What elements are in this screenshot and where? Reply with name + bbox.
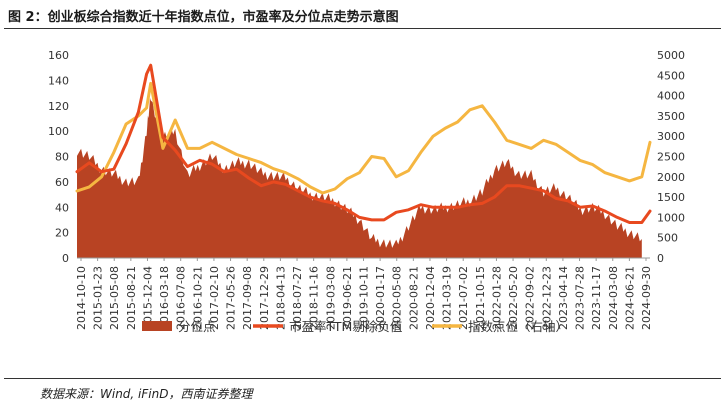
x-tick-label: 2017-02-10	[208, 266, 221, 330]
left-tick-label: 60	[55, 176, 69, 189]
right-tick-label: 2500	[657, 151, 685, 164]
source-note: 数据来源：Wind, iFinD，西南证券整理	[40, 387, 253, 401]
left-tick-label: 40	[55, 201, 69, 214]
series-percentile-area	[77, 97, 642, 259]
legend-label: 分位点	[178, 319, 216, 334]
x-tick-label: 2022-05-20	[507, 266, 520, 330]
x-tick-label: 2016-07-08	[175, 266, 188, 330]
x-tick-label: 2015-08-21	[125, 266, 138, 330]
right-tick-label: 5000	[657, 49, 685, 62]
x-tick-label: 2023-04-14	[557, 266, 570, 330]
x-tick-label: 2022-01-28	[490, 266, 503, 330]
x-tick-label: 2016-10-21	[191, 266, 204, 330]
x-tick-label: 2014-10-10	[75, 266, 88, 330]
x-tick-label: 2022-09-02	[524, 266, 537, 330]
x-tick-label: 2024-09-30	[640, 266, 653, 330]
x-tick-label: 2023-11-17	[590, 266, 603, 330]
left-tick-label: 20	[55, 227, 69, 240]
right-tick-label: 4000	[657, 90, 685, 103]
x-tick-label: 2017-09-08	[241, 266, 254, 330]
plot-area	[75, 63, 652, 259]
right-tick-label: 0	[657, 252, 664, 265]
series-index-line	[75, 81, 652, 195]
x-tick-label: 2015-01-23	[92, 266, 105, 330]
x-tick-label: 2018-11-16	[308, 266, 321, 330]
x-tick-label: 2021-07-02	[457, 266, 470, 330]
x-tick-label: 2020-01-17	[374, 266, 387, 330]
left-tick-label: 120	[48, 100, 69, 113]
left-tick-label: 80	[55, 151, 69, 164]
x-tick-label: 2018-04-13	[274, 266, 287, 330]
legend-label: 市盈率TTM剔除负值	[289, 319, 402, 334]
right-tick-label: 1000	[657, 211, 685, 224]
right-tick-label: 4500	[657, 69, 685, 82]
legend-swatch-percentile	[142, 321, 172, 331]
figure-title: 图 2：创业板综合指数近十年指数点位，市盈率及分位点走势示意图	[8, 10, 399, 25]
right-tick-label: 1500	[657, 191, 685, 204]
chart: 0 20 40 60 80 100 120 140 160 0 500 1000 1500 2000 25…	[48, 49, 685, 334]
series-pe-line	[75, 63, 652, 224]
x-tick-label: 2019-10-11	[358, 266, 371, 330]
right-axis-ticks: 0 500 1000 1500 2000 2500 3000 3500 4000 4500 5000	[657, 49, 685, 265]
right-tick-label: 500	[657, 232, 678, 245]
x-tick-label: 2021-03-19	[441, 266, 454, 330]
x-tick-label: 2020-05-08	[391, 266, 404, 330]
x-tick-label: 2019-03-08	[324, 266, 337, 330]
x-axis-ticks: 2014-10-10 2015-01-23 2015-05-08 2015-08-21…	[75, 258, 653, 330]
x-tick-label: 2020-12-04	[424, 266, 437, 330]
x-tick-label: 2023-07-28	[574, 266, 587, 330]
x-tick-label: 2022-12-23	[540, 266, 553, 330]
left-tick-label: 140	[48, 74, 69, 87]
legend-label: 指数点位（右轴）	[468, 319, 568, 334]
x-tick-label: 2024-06-21	[623, 266, 636, 330]
x-tick-label: 2021-10-15	[474, 266, 487, 330]
x-tick-label: 2017-12-29	[258, 266, 271, 330]
title-rule	[4, 28, 721, 29]
left-axis-ticks: 0 20 40 60 80 100 120 140 160	[48, 49, 69, 265]
legend: 分位点 市盈率TTM剔除负值 指数点位（右轴）	[142, 319, 568, 334]
x-tick-label: 2020-08-21	[407, 266, 420, 330]
x-tick-label: 2017-05-26	[225, 266, 238, 330]
x-tick-label: 2016-03-18	[158, 266, 171, 330]
left-tick-label: 0	[62, 252, 69, 265]
x-tick-label: 2024-03-08	[607, 266, 620, 330]
left-tick-label: 100	[48, 125, 69, 138]
x-tick-label: 2019-06-21	[341, 266, 354, 330]
x-tick-label: 2018-07-27	[291, 266, 304, 330]
right-tick-label: 3000	[657, 130, 685, 143]
x-tick-label: 2015-05-08	[108, 266, 121, 330]
right-tick-label: 2000	[657, 171, 685, 184]
right-tick-label: 3500	[657, 110, 685, 123]
left-tick-label: 160	[48, 49, 69, 62]
x-tick-label: 2015-12-04	[141, 266, 154, 330]
source-rule	[4, 378, 721, 379]
